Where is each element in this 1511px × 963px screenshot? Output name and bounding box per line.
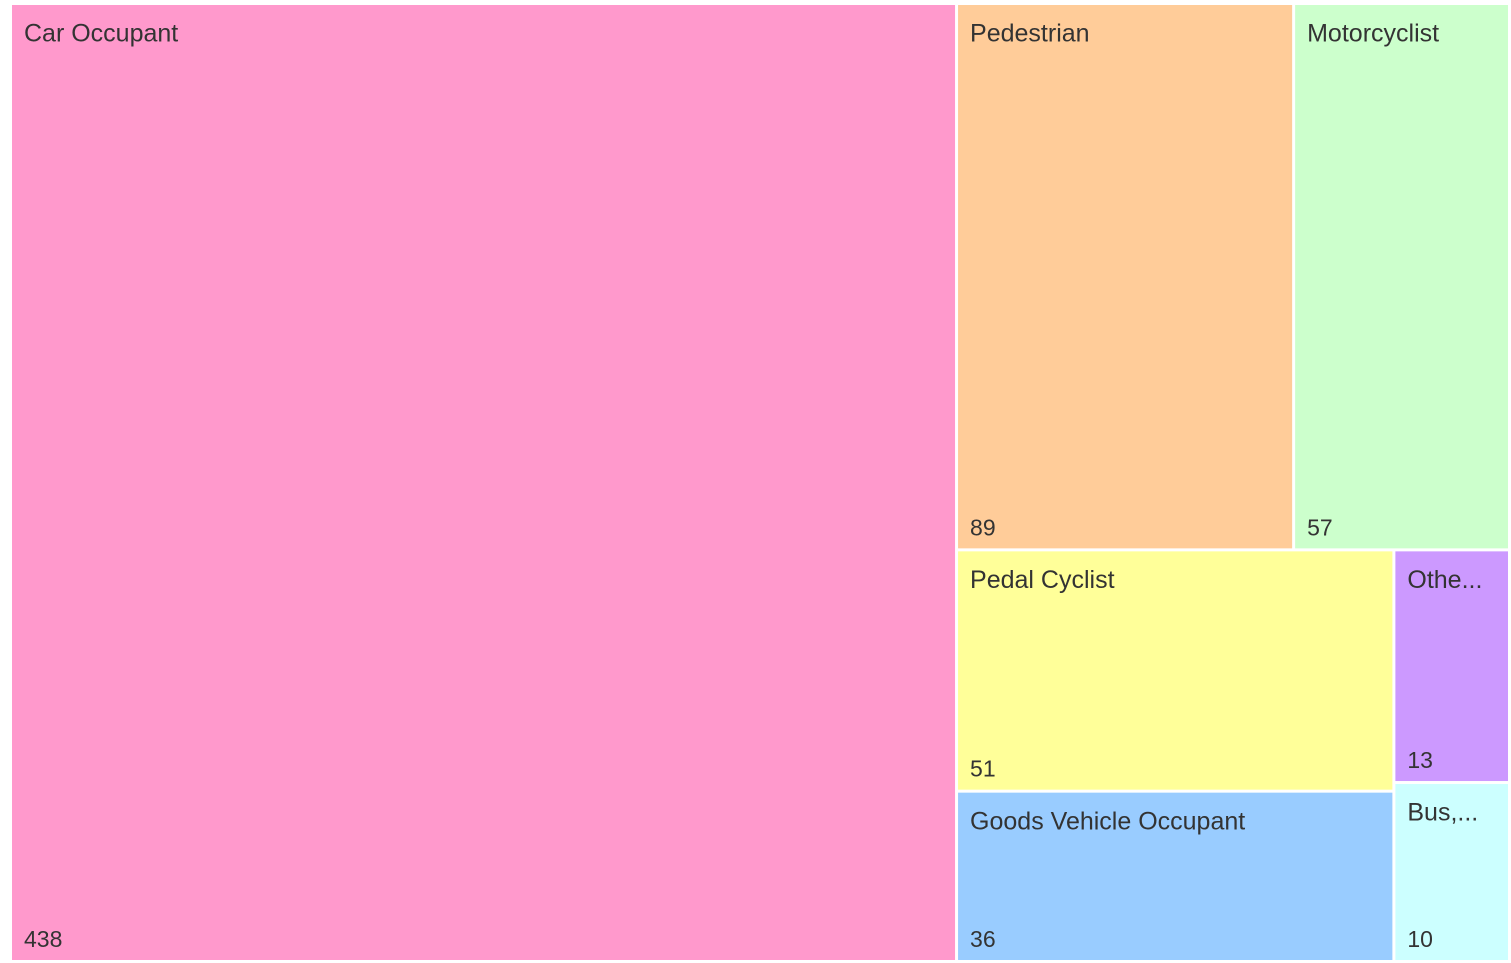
tile: Motorcyclist 57 xyxy=(1295,5,1508,549)
tile: Othe... 13 xyxy=(1395,551,1508,782)
tile: Goods Vehicle Occupant 36 xyxy=(958,792,1393,960)
tile: Car Occupant 438 xyxy=(12,5,956,960)
tile-label: Goods Vehicle Occupant xyxy=(970,807,1245,835)
tile-rect xyxy=(958,551,1393,790)
tile-rect xyxy=(12,5,956,960)
tile-label: Othe... xyxy=(1407,566,1482,594)
tile-value: 36 xyxy=(970,926,996,952)
tile: Pedestrian 89 xyxy=(958,5,1293,549)
tile-rect xyxy=(1395,784,1508,960)
tile-rect xyxy=(958,5,1293,549)
tile-label: Motorcyclist xyxy=(1307,20,1439,48)
tile-value: 10 xyxy=(1407,926,1433,952)
tile-label: Pedestrian xyxy=(970,20,1090,48)
tile-value: 89 xyxy=(970,514,996,540)
tile-value: 13 xyxy=(1407,747,1433,773)
tile-rect xyxy=(1395,551,1508,782)
tile-rect xyxy=(1295,5,1508,549)
tile-value: 57 xyxy=(1307,514,1333,540)
tile-label: Pedal Cyclist xyxy=(970,566,1115,594)
tile-rect xyxy=(958,792,1393,960)
tile: Bus,... 10 xyxy=(1395,784,1508,960)
tile-value: 438 xyxy=(24,926,62,952)
tile-label: Bus,... xyxy=(1407,799,1478,827)
tile: Pedal Cyclist 51 xyxy=(958,551,1393,790)
tile-value: 51 xyxy=(970,756,996,782)
tile-label: Car Occupant xyxy=(24,20,178,48)
